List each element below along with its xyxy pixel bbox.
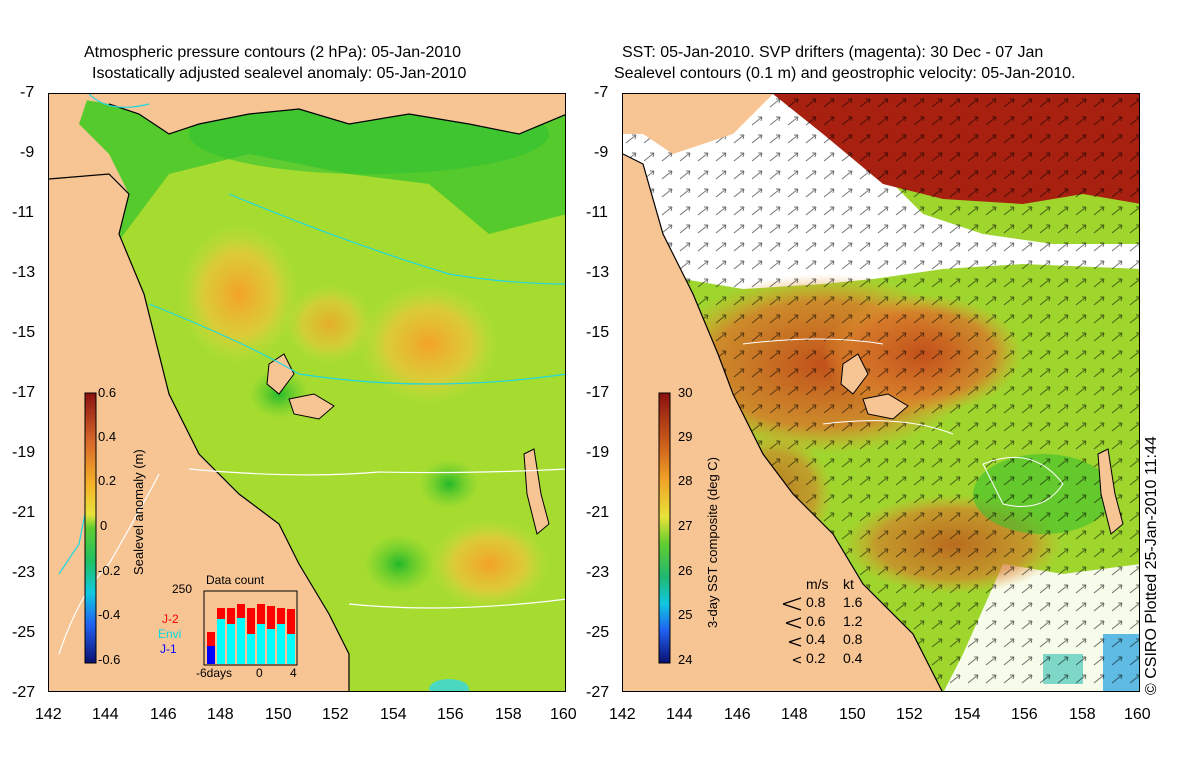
right-cb-tick-5: 25 — [678, 607, 693, 622]
data-count-title: Data count — [206, 573, 265, 587]
left-y-tick: -15 — [12, 324, 36, 341]
velocity-legend-arrows — [782, 597, 802, 664]
left-x-tick: 158 — [495, 706, 522, 723]
right-y-tick: -7 — [594, 84, 609, 101]
left-title-line1: Atmospheric pressure contours (2 hPa): 0… — [84, 44, 462, 61]
right-title-line1: SST: 05-Jan-2010. SVP drifters (magenta)… — [622, 44, 1044, 61]
right-y-tick: -11 — [586, 204, 608, 221]
left-x-tick: 150 — [265, 706, 292, 723]
velocity-legend-kt-3: 0.4 — [843, 650, 863, 666]
velocity-legend-header-kt: kt — [843, 576, 854, 592]
left-cb-tick-3: 0 — [100, 518, 108, 533]
data-count-max: 250 — [172, 582, 193, 596]
right-x-tick: 158 — [1069, 706, 1096, 723]
left-cb-tick-2: 0.2 — [98, 473, 117, 488]
left-y-tick: -25 — [12, 624, 36, 641]
right-x-tick: 142 — [609, 706, 636, 723]
left-map-svg — [49, 94, 565, 691]
right-y-tick: -23 — [586, 564, 610, 581]
left-x-tick: 156 — [437, 706, 464, 723]
velocity-legend-ms-1: 0.6 — [806, 613, 826, 629]
right-colorbar — [658, 392, 671, 664]
left-land-png — [49, 94, 565, 134]
velocity-legend-kt-0: 1.6 — [843, 594, 863, 610]
left-sealevel-map — [48, 93, 566, 692]
right-colorbar-title: 3-day SST composite (deg C) — [705, 457, 720, 628]
right-x-tick: 154 — [954, 706, 981, 723]
data-count-legend-j2: J-2 — [162, 612, 179, 626]
right-title-line2: Sealevel contours (0.1 m) and geostrophi… — [614, 65, 1076, 82]
left-cb-tick-1: 0.4 — [98, 429, 117, 444]
left-x-tick: 148 — [207, 706, 234, 723]
left-colorbar-title: Sealevel anomaly (m) — [131, 449, 146, 575]
right-land-png — [623, 94, 773, 154]
copyright-plotted-label: © CSIRO Plotted 25-Jan-2010 11:44 — [1143, 436, 1160, 695]
right-y-tick: -27 — [586, 684, 610, 701]
right-y-tick: -19 — [586, 444, 610, 461]
left-cb-tick-4: -0.2 — [98, 563, 121, 578]
right-land-australia — [623, 154, 942, 691]
right-x-tick: 146 — [724, 706, 751, 723]
left-x-tick: 142 — [35, 706, 62, 723]
left-y-tick: -7 — [20, 84, 35, 101]
left-y-tick: -17 — [12, 384, 36, 401]
right-x-tick: 150 — [839, 706, 866, 723]
left-y-tick: -21 — [12, 504, 36, 521]
left-x-tick: 154 — [380, 706, 407, 723]
data-count-x-start: -6days — [196, 666, 233, 680]
left-warm-anomaly-2 — [359, 284, 499, 404]
right-map-svg — [623, 94, 1139, 691]
right-x-tick: 148 — [781, 706, 808, 723]
right-y-tick: -9 — [594, 144, 609, 161]
left-cb-tick-5: -0.4 — [98, 607, 121, 622]
left-y-tick: -11 — [12, 204, 34, 221]
left-y-tick: -27 — [12, 684, 36, 701]
left-x-tick: 160 — [550, 706, 577, 723]
data-count-legend-j1: J-1 — [160, 642, 177, 656]
left-y-tick: -13 — [12, 264, 36, 281]
left-x-tick: 146 — [150, 706, 177, 723]
left-warm-anomaly-3 — [429, 519, 549, 609]
left-y-tick: -23 — [12, 564, 36, 581]
right-x-tick: 144 — [666, 706, 693, 723]
velocity-legend-ms-0: 0.8 — [806, 594, 826, 610]
right-x-tick: 156 — [1011, 706, 1038, 723]
right-y-tick: -17 — [586, 384, 610, 401]
left-x-tick: 152 — [322, 706, 349, 723]
right-cb-tick-4: 26 — [678, 563, 693, 578]
left-cb-tick-6: -0.6 — [98, 652, 121, 667]
left-title-line2: Isostatically adjusted sealevel anomaly:… — [92, 65, 467, 82]
velocity-legend-kt-2: 0.8 — [843, 631, 863, 647]
right-sst-map — [622, 93, 1140, 692]
right-cb-tick-3: 27 — [678, 518, 693, 533]
velocity-legend-header-ms: m/s — [806, 576, 829, 592]
right-x-tick: 160 — [1124, 706, 1151, 723]
left-y-tick: -19 — [12, 444, 36, 461]
data-count-chart — [203, 590, 298, 666]
right-y-tick: -25 — [586, 624, 610, 641]
velocity-legend-ms-2: 0.4 — [806, 631, 826, 647]
data-count-legend-envi: Envi — [158, 627, 182, 641]
left-colorbar — [84, 392, 97, 664]
right-cb-tick-1: 29 — [678, 429, 693, 444]
right-y-tick: -21 — [586, 504, 610, 521]
data-count-x-zero: 0 — [256, 666, 263, 680]
velocity-legend-kt-1: 1.2 — [843, 613, 863, 629]
right-x-tick: 152 — [896, 706, 923, 723]
right-y-tick: -13 — [586, 264, 610, 281]
left-cb-tick-0: 0.6 — [98, 385, 117, 400]
left-y-tick: -9 — [20, 144, 35, 161]
velocity-legend-ms-3: 0.2 — [806, 650, 826, 666]
right-y-tick: -15 — [586, 324, 610, 341]
right-cb-tick-0: 30 — [678, 385, 693, 400]
left-land-australia — [49, 94, 349, 691]
right-cb-tick-2: 28 — [678, 473, 693, 488]
right-cb-tick-6: 24 — [678, 652, 693, 667]
data-count-x-end: 4 — [290, 666, 297, 680]
left-x-tick: 144 — [92, 706, 119, 723]
